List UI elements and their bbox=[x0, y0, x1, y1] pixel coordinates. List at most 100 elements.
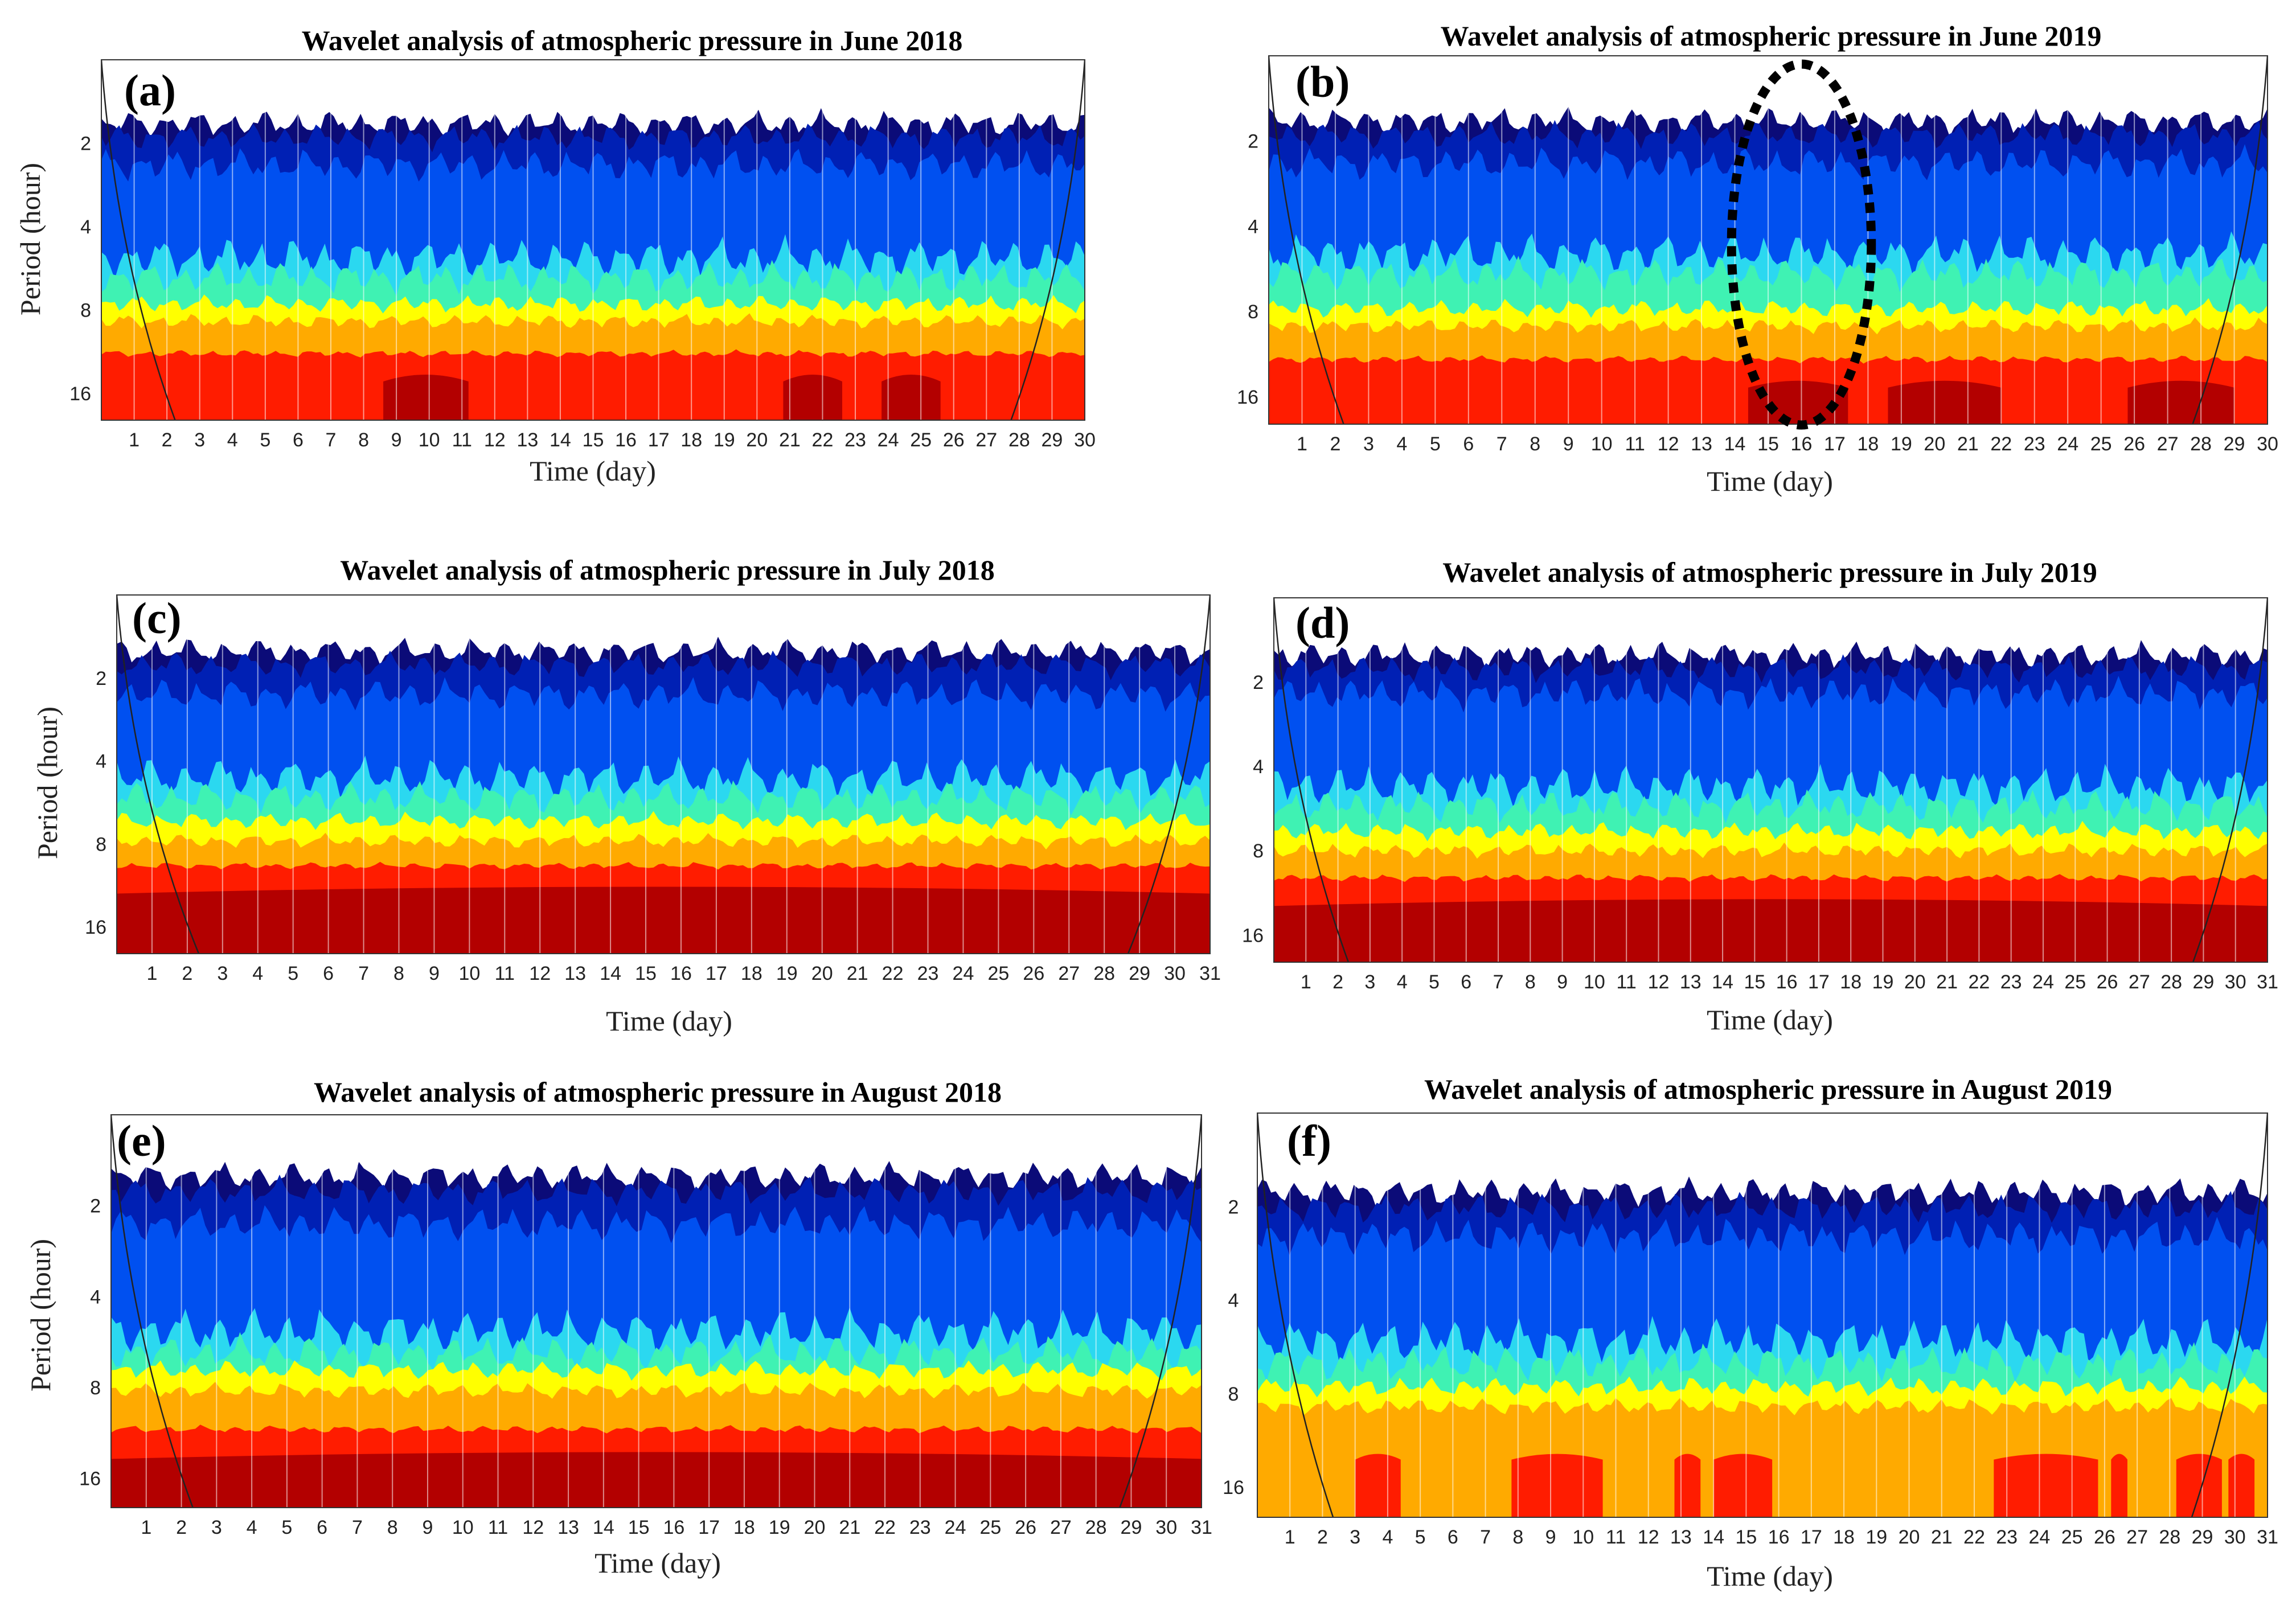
panel-a-xtick-18: 18 bbox=[680, 429, 702, 451]
panel-f-red-patch-2 bbox=[1511, 1454, 1603, 1517]
panel-f-xtick-17: 17 bbox=[1801, 1526, 1822, 1548]
panel-a-xtick-8: 8 bbox=[358, 429, 369, 451]
panel-f-ytick-4: 4 bbox=[1228, 1290, 1239, 1312]
panel-f-red-patch-4 bbox=[1713, 1454, 1773, 1517]
panel-a-coi-right bbox=[1010, 60, 1085, 420]
panel-b-xtick-22: 22 bbox=[1990, 433, 2012, 455]
panel-f-xtick-27: 27 bbox=[2126, 1526, 2148, 1548]
panel-e-xtick-26: 26 bbox=[1015, 1517, 1036, 1538]
panel-a-x-ticks: 1 2 3 4 5 6 7 8 9 10 11 12 13 14 15 16 17 18 19 20 21 22 23 24 2… bbox=[129, 429, 1096, 451]
panel-f-xtick-31: 31 bbox=[2257, 1526, 2278, 1548]
panel-c-ylabel: Period (hour) bbox=[31, 707, 63, 859]
panel-e-xtick-6: 6 bbox=[317, 1517, 327, 1538]
panel-f-red-patch-1 bbox=[1355, 1454, 1401, 1517]
panel-c-xtick-5: 5 bbox=[288, 963, 298, 984]
panel-a-xtick-30: 30 bbox=[1074, 429, 1096, 451]
panel-a-xtick-23: 23 bbox=[844, 429, 866, 451]
panel-e-xtick-11: 11 bbox=[488, 1517, 508, 1538]
panel-b-dark-red-region-2 bbox=[1888, 380, 2002, 424]
panel-c-ytick-16: 16 bbox=[85, 917, 106, 938]
panel-c-xtick-12: 12 bbox=[529, 963, 551, 984]
panel-f-xtick-4: 4 bbox=[1382, 1526, 1393, 1548]
panel-f-xtick-2: 2 bbox=[1317, 1526, 1328, 1548]
panel-e-xtick-21: 21 bbox=[839, 1517, 860, 1538]
panel-f-x-ticks: 1 2 3 4 5 6 7 8 9 10 11 12 13 14 15 16 17 18 19 20 21 22 23 24 2… bbox=[1285, 1526, 2278, 1548]
panel-f-xtick-8: 8 bbox=[1512, 1526, 1523, 1548]
panel-e-xtick-24: 24 bbox=[945, 1517, 966, 1538]
panel-b-xtick-2: 2 bbox=[1330, 433, 1340, 455]
panel-b-xtick-7: 7 bbox=[1496, 433, 1507, 455]
panel-e-dark-red-region-1 bbox=[111, 1452, 1202, 1508]
panel-a-xtick-17: 17 bbox=[648, 429, 670, 451]
panel-c-xtick-16: 16 bbox=[670, 963, 692, 984]
panel-a-xtick-11: 11 bbox=[452, 429, 472, 451]
panel-c-xlabel: Time (day) bbox=[606, 1005, 732, 1037]
panel-f-xtick-20: 20 bbox=[1899, 1526, 1920, 1548]
panel-b-xtick-23: 23 bbox=[2024, 433, 2045, 455]
panel-e-x-ticks: 1 2 3 4 5 6 7 8 9 10 11 12 13 14 15 16 17 18 19 20 21 22 23 24 2… bbox=[141, 1517, 1212, 1538]
panel-e-xtick-18: 18 bbox=[733, 1517, 755, 1538]
panel-a-xtick-25: 25 bbox=[910, 429, 932, 451]
panel-f-red-patch-7 bbox=[2176, 1454, 2222, 1517]
panel-d-xtick-21: 21 bbox=[1936, 971, 1958, 993]
panel-c-cone-of-influence bbox=[117, 595, 1210, 954]
panel-f-xtick-11: 11 bbox=[1606, 1526, 1626, 1548]
panel-a-ylabel: Period (hour) bbox=[14, 163, 46, 315]
panel-e-coi-left bbox=[111, 1115, 194, 1508]
panel-c-coi-left bbox=[117, 595, 200, 954]
panel-c-xtick-31: 31 bbox=[1199, 963, 1221, 984]
panel-f-xlabel: Time (day) bbox=[1707, 1560, 1833, 1592]
panel-d-xtick-2: 2 bbox=[1332, 971, 1343, 993]
panel-b-xtick-3: 3 bbox=[1363, 433, 1374, 455]
panel-e-title: Wavelet analysis of atmospheric pressure… bbox=[314, 1076, 1002, 1108]
panel-d-xtick-7: 7 bbox=[1493, 971, 1504, 993]
panel-b-xtick-19: 19 bbox=[1891, 433, 1912, 455]
panel-b-xtick-6: 6 bbox=[1463, 433, 1474, 455]
panel-c-xtick-23: 23 bbox=[917, 963, 939, 984]
panel-f-xtick-16: 16 bbox=[1768, 1526, 1790, 1548]
panel-e-xtick-19: 19 bbox=[769, 1517, 790, 1538]
panel-b-ytick-4: 4 bbox=[1248, 216, 1258, 237]
panel-e-xtick-22: 22 bbox=[874, 1517, 896, 1538]
panel-d-xtick-24: 24 bbox=[2032, 971, 2054, 993]
panel-d-heatmap bbox=[1274, 598, 2268, 962]
panel-d-title: Wavelet analysis of atmospheric pressure… bbox=[1442, 556, 2097, 588]
panel-b-xtick-11: 11 bbox=[1625, 433, 1645, 455]
panel-a-ytick-16: 16 bbox=[69, 383, 91, 405]
panel-a-xtick-2: 2 bbox=[162, 429, 173, 451]
panel-b-xtick-26: 26 bbox=[2123, 433, 2145, 455]
panel-a-xtick-15: 15 bbox=[583, 429, 604, 451]
panel-e-xtick-1: 1 bbox=[141, 1517, 151, 1538]
panel-a-coi-left bbox=[101, 60, 176, 420]
panel-d-xtick-27: 27 bbox=[2129, 971, 2150, 993]
panel-b-xtick-1: 1 bbox=[1297, 433, 1307, 455]
panel-a-xtick-13: 13 bbox=[516, 429, 538, 451]
panel-d-xtick-31: 31 bbox=[2257, 971, 2278, 993]
panel-c-xtick-14: 14 bbox=[600, 963, 621, 984]
panel-b-xtick-30: 30 bbox=[2257, 433, 2278, 455]
panel-a-xtick-7: 7 bbox=[326, 429, 337, 451]
panel-b-highlight-ellipse bbox=[1727, 59, 1876, 430]
panel-d-ytick-4: 4 bbox=[1253, 756, 1264, 778]
panel-e-xtick-27: 27 bbox=[1050, 1517, 1072, 1538]
panel-e-label: (e) bbox=[117, 1116, 166, 1165]
panel-c-ytick-2: 2 bbox=[96, 668, 106, 689]
panel-b-xtick-4: 4 bbox=[1396, 433, 1407, 455]
panel-d-ytick-16: 16 bbox=[1242, 925, 1264, 946]
panel-b-xtick-10: 10 bbox=[1591, 433, 1613, 455]
panel-e-xtick-5: 5 bbox=[281, 1517, 292, 1538]
panel-f-xtick-6: 6 bbox=[1448, 1526, 1458, 1548]
panel-c-xtick-28: 28 bbox=[1093, 963, 1115, 984]
panel-c-xtick-1: 1 bbox=[146, 963, 157, 984]
panel-e-xtick-28: 28 bbox=[1085, 1517, 1107, 1538]
panel-f-xtick-18: 18 bbox=[1833, 1526, 1855, 1548]
panel-b-xtick-13: 13 bbox=[1691, 433, 1712, 455]
panel-e-grid bbox=[111, 1115, 1202, 1508]
panel-c-xtick-29: 29 bbox=[1129, 963, 1150, 984]
panel-b-xtick-25: 25 bbox=[2090, 433, 2112, 455]
panel-f-ytick-8: 8 bbox=[1228, 1384, 1239, 1405]
panel-b-y-ticks: 2 4 8 16 bbox=[1237, 131, 1258, 408]
panel-e-xtick-14: 14 bbox=[593, 1517, 614, 1538]
panel-c-xtick-4: 4 bbox=[252, 963, 263, 984]
